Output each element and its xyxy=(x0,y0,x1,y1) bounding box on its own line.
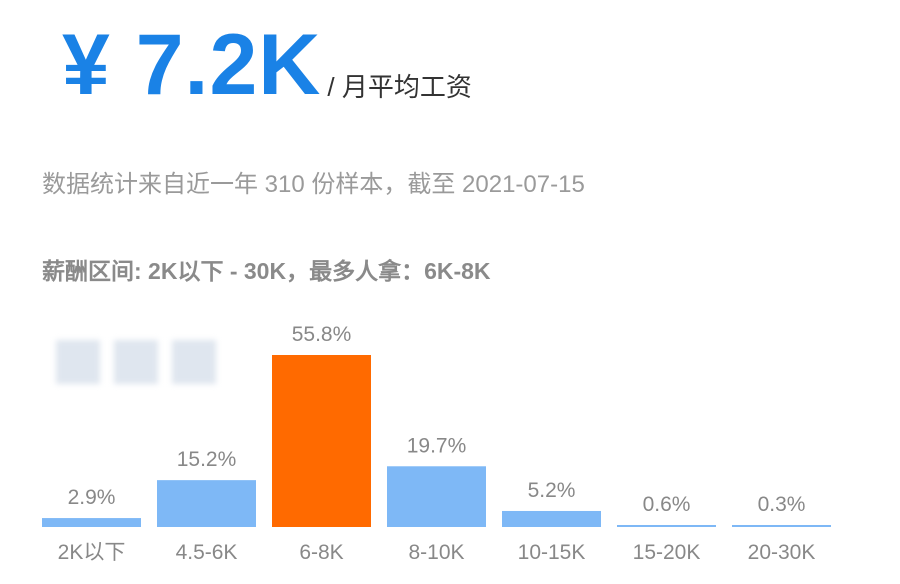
salary-range: 薪酬区间: 2K以下 - 30K，最多人拿：6K-8K xyxy=(42,258,491,284)
bar-value-label: 19.7% xyxy=(407,434,467,457)
x-tick-label: 15-20K xyxy=(633,541,701,564)
salary-unit: / 月平均工资 xyxy=(327,72,472,102)
average-salary: ¥ 7.2K / 月平均工资 xyxy=(62,22,472,108)
bar-0 xyxy=(42,518,141,527)
sample-note: 数据统计来自近一年 310 份样本，截至 2021-07-15 xyxy=(42,171,585,198)
bar-5 xyxy=(617,525,716,527)
bar-6 xyxy=(732,525,831,527)
bar-2 xyxy=(272,355,371,527)
bar-3 xyxy=(387,466,486,527)
bar-value-label: 2.9% xyxy=(68,486,116,509)
x-tick-label: 8-10K xyxy=(408,541,464,564)
x-tick-label: 10-15K xyxy=(518,541,586,564)
x-tick-label: 6-8K xyxy=(299,541,343,564)
bar-value-label: 0.6% xyxy=(643,493,691,516)
blurred-logo xyxy=(56,340,216,384)
bar-4 xyxy=(502,510,601,527)
bar-value-label: 55.8% xyxy=(292,323,352,346)
bar-1 xyxy=(157,480,256,527)
salary-amount: ¥ 7.2K xyxy=(62,17,322,113)
x-tick-label: 20-30K xyxy=(748,541,816,564)
x-tick-label: 2K以下 xyxy=(58,541,126,564)
bar-value-label: 15.2% xyxy=(177,448,237,471)
bar-value-label: 5.2% xyxy=(528,479,576,502)
x-tick-label: 4.5-6K xyxy=(176,541,238,564)
bar-value-label: 0.3% xyxy=(758,493,806,516)
